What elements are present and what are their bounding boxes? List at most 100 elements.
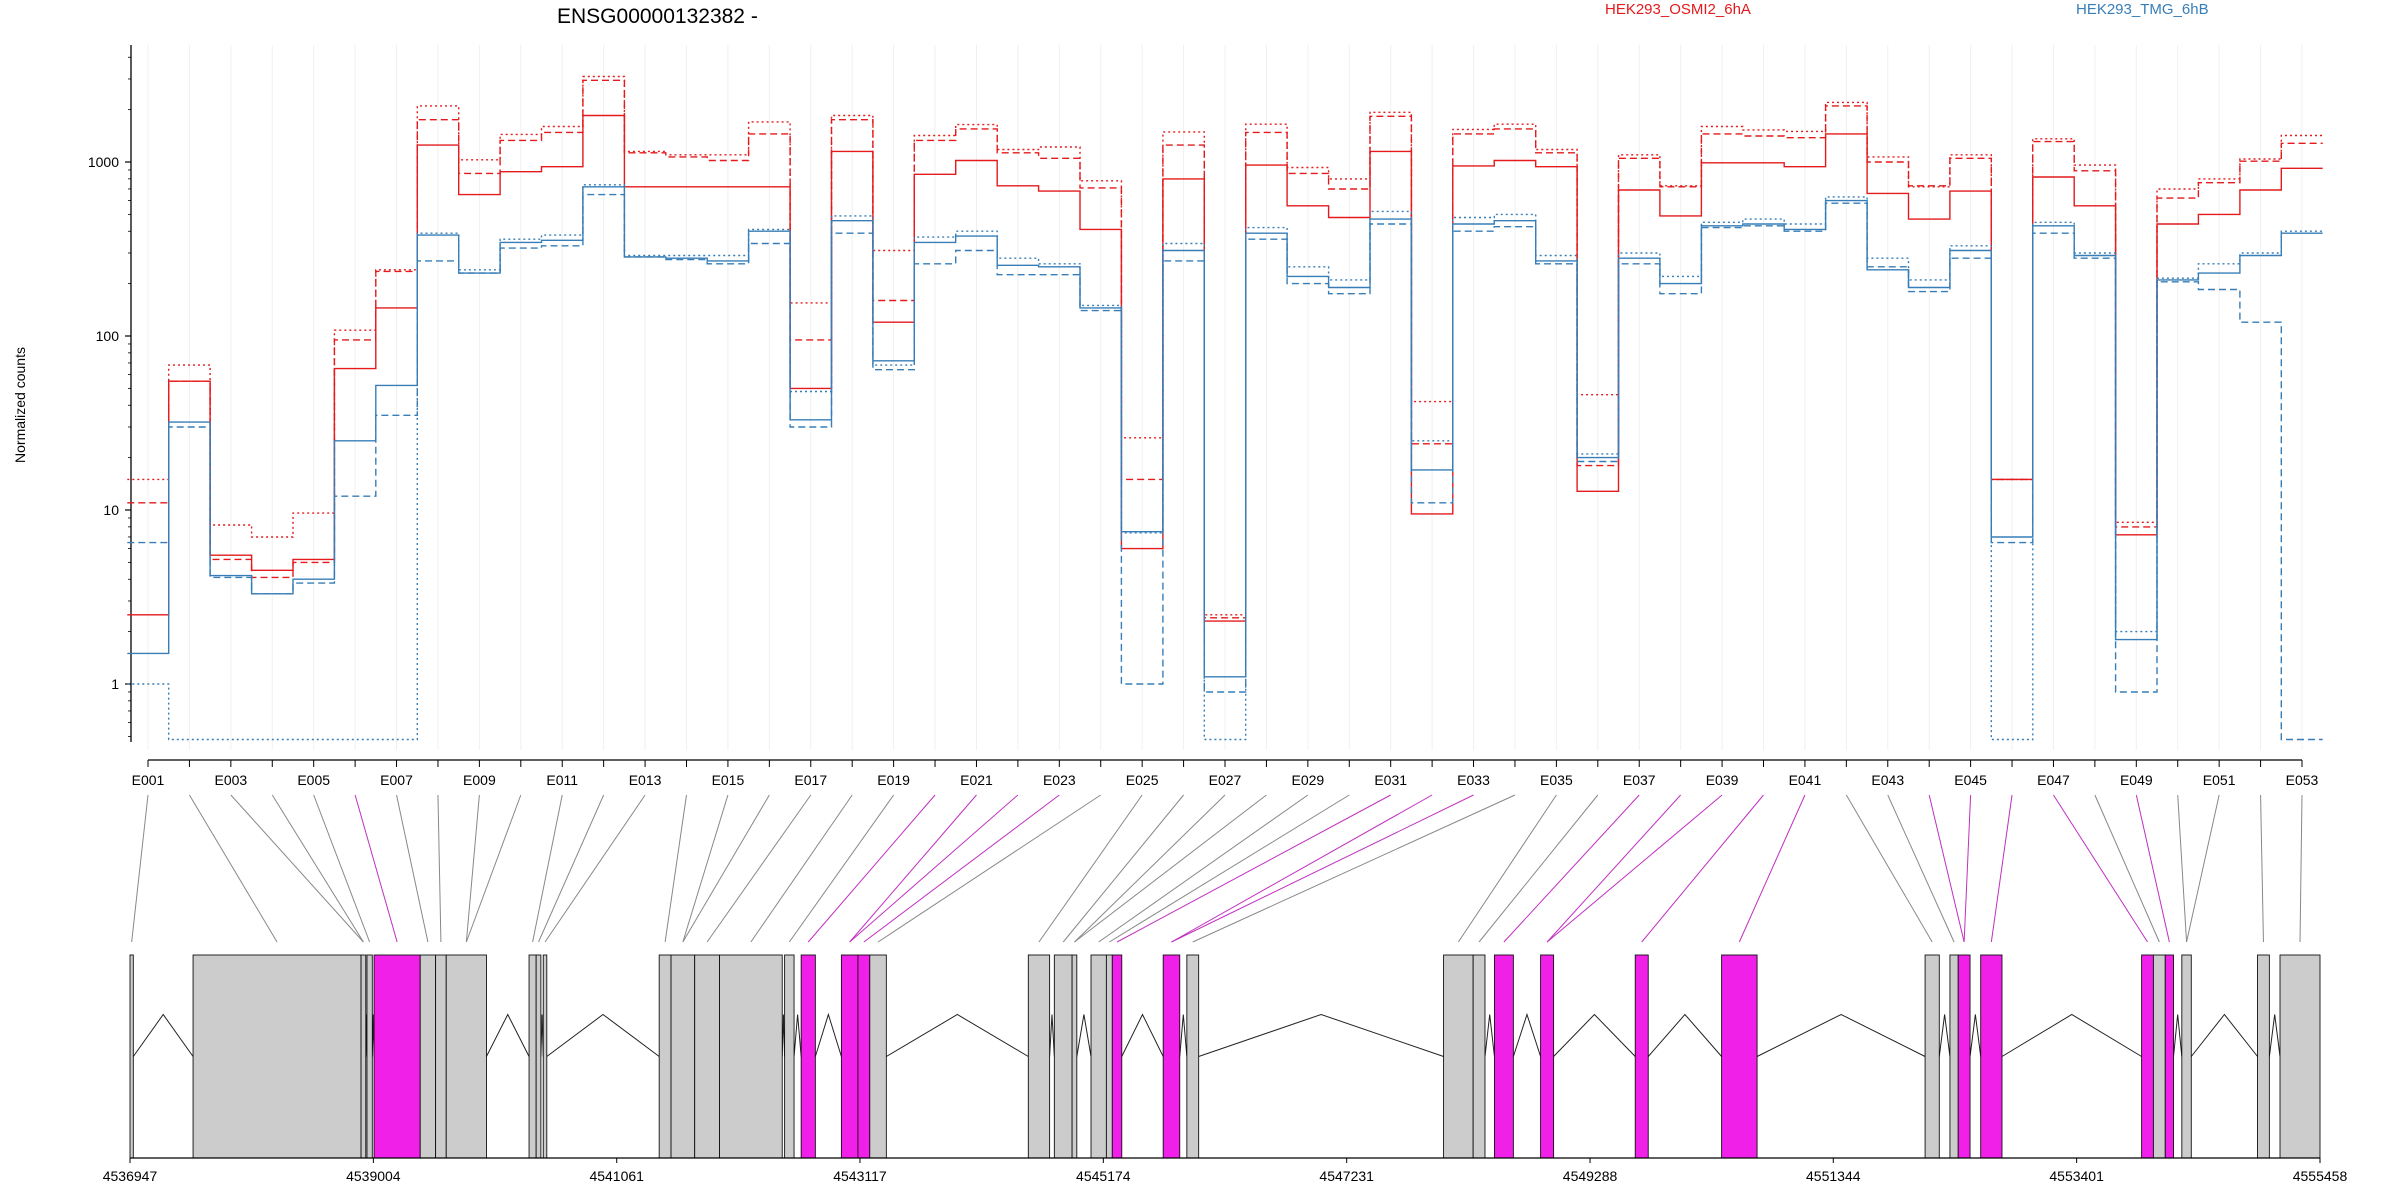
exon-block-highlighted bbox=[1634, 954, 1649, 1159]
exon-block-highlighted bbox=[1540, 954, 1555, 1159]
exon-connector bbox=[2094, 794, 2160, 943]
exon-block-highlighted bbox=[1980, 954, 2003, 1159]
exon-block-highlighted bbox=[2164, 954, 2174, 1159]
x-tick-label: E013 bbox=[629, 772, 662, 788]
genome-tick-label: 4543117 bbox=[833, 1168, 887, 1184]
x-tick-label: E023 bbox=[1043, 772, 1076, 788]
exon-block bbox=[1949, 954, 1959, 1159]
exon-tick-labels: E001 E003 E005 E007 E009 E011 E013 E015 E017 E019… bbox=[132, 760, 2319, 788]
x-tick-label: E003 bbox=[214, 772, 247, 788]
exon-block bbox=[658, 954, 672, 1159]
exon-block bbox=[2257, 954, 2270, 1159]
exon-block bbox=[535, 954, 542, 1159]
exon-connector bbox=[1457, 794, 1557, 943]
exon-connector bbox=[230, 794, 364, 943]
exon-connector bbox=[1074, 794, 1226, 943]
exon-connector bbox=[682, 794, 770, 943]
exon-block-highlighted bbox=[1111, 954, 1123, 1159]
exon-connector bbox=[1928, 794, 1965, 943]
exon-block bbox=[360, 954, 367, 1159]
x-tick-label: E019 bbox=[877, 772, 910, 788]
x-tick-label: E001 bbox=[132, 772, 165, 788]
intron-line bbox=[1484, 1014, 1495, 1057]
series-line bbox=[127, 193, 2323, 741]
exon-connector bbox=[354, 794, 398, 943]
exon-connector bbox=[2135, 794, 2170, 943]
exon-connector bbox=[1963, 794, 1972, 943]
exon-block bbox=[1472, 954, 1486, 1159]
intron-line bbox=[2173, 1014, 2183, 1057]
exon-connector bbox=[1074, 794, 1267, 943]
x-tick-label: E035 bbox=[1540, 772, 1573, 788]
exon-block bbox=[435, 954, 447, 1159]
genome-tick-label: 4555458 bbox=[2293, 1168, 2348, 1184]
exon-block bbox=[2181, 954, 2192, 1159]
intron-line bbox=[814, 1012, 842, 1057]
exon-connector bbox=[1116, 794, 1391, 943]
exon-connector bbox=[465, 794, 522, 943]
exon-block bbox=[1027, 954, 1051, 1159]
exon-block bbox=[1090, 954, 1107, 1159]
exon-block bbox=[1443, 954, 1474, 1159]
exon-connector bbox=[1546, 794, 1723, 943]
intron-line bbox=[2268, 1014, 2281, 1057]
intron-line bbox=[486, 1013, 530, 1057]
x-tick-label: E041 bbox=[1789, 772, 1822, 788]
exon-block bbox=[1924, 954, 1940, 1159]
x-tick-label: E051 bbox=[2203, 772, 2236, 788]
genome-tick-label: 4553401 bbox=[2049, 1168, 2104, 1184]
genome-tick-label: 4545174 bbox=[1076, 1168, 1131, 1184]
intron-line bbox=[1938, 1014, 1951, 1057]
x-tick-label: E045 bbox=[1954, 772, 1987, 788]
exon-connector bbox=[877, 794, 1102, 943]
legend-label-tmg: HEK293_TMG_6hB bbox=[2076, 1, 2209, 18]
exon-block-highlighted bbox=[840, 954, 859, 1159]
exon-connector bbox=[1109, 794, 1350, 943]
series-line bbox=[127, 79, 2323, 619]
genome-tick-label: 4541061 bbox=[589, 1168, 644, 1184]
exon-block-highlighted bbox=[2141, 954, 2154, 1159]
exon-connector bbox=[131, 794, 149, 943]
exon-block bbox=[419, 954, 437, 1159]
exon-block bbox=[366, 954, 373, 1159]
exon-connector bbox=[706, 794, 812, 943]
exon-connector bbox=[2177, 794, 2188, 943]
y-tick-label: 1000 bbox=[88, 154, 119, 170]
exon-block bbox=[719, 954, 783, 1159]
exon-connector bbox=[1038, 794, 1143, 943]
intron-line bbox=[2001, 1013, 2142, 1057]
genome-tick-label: 4551344 bbox=[1806, 1168, 1861, 1184]
exon-block-highlighted bbox=[800, 954, 816, 1159]
exon-block bbox=[2152, 954, 2166, 1159]
exon-connector bbox=[788, 794, 895, 943]
exon-connector bbox=[465, 794, 480, 943]
exon-block bbox=[542, 954, 548, 1159]
genome-tick-label: 4549288 bbox=[1563, 1168, 1618, 1184]
x-tick-label: E043 bbox=[1871, 772, 1904, 788]
exon-block bbox=[1186, 954, 1200, 1159]
gene-model bbox=[129, 954, 2321, 1159]
exon-connector bbox=[2186, 794, 2220, 943]
exon-connector bbox=[1990, 794, 2013, 943]
exon-connector bbox=[1738, 794, 1806, 943]
exon-connector bbox=[849, 794, 977, 943]
y-axis-label: Normalized counts bbox=[12, 347, 28, 463]
x-tick-label: E033 bbox=[1457, 772, 1490, 788]
exon-block-highlighted bbox=[373, 954, 421, 1159]
exon-connector bbox=[664, 794, 687, 943]
exon-connector bbox=[2260, 794, 2264, 943]
intron-line bbox=[886, 1013, 1029, 1057]
exon-block bbox=[2279, 954, 2321, 1159]
exon-connector bbox=[538, 794, 605, 943]
exon-block bbox=[192, 954, 362, 1159]
exon-block-highlighted bbox=[857, 954, 871, 1159]
genome-axis: 4536947 4539004 4541061 4543117 4545174 45472… bbox=[103, 1157, 2348, 1184]
x-tick-label: E015 bbox=[712, 772, 745, 788]
intron-line bbox=[1198, 1013, 1444, 1057]
exon-block bbox=[1053, 954, 1073, 1159]
exon-connector bbox=[750, 794, 853, 943]
genome-tick-label: 4536947 bbox=[103, 1168, 158, 1184]
x-tick-label: E031 bbox=[1374, 772, 1407, 788]
exon-block bbox=[1105, 954, 1113, 1159]
